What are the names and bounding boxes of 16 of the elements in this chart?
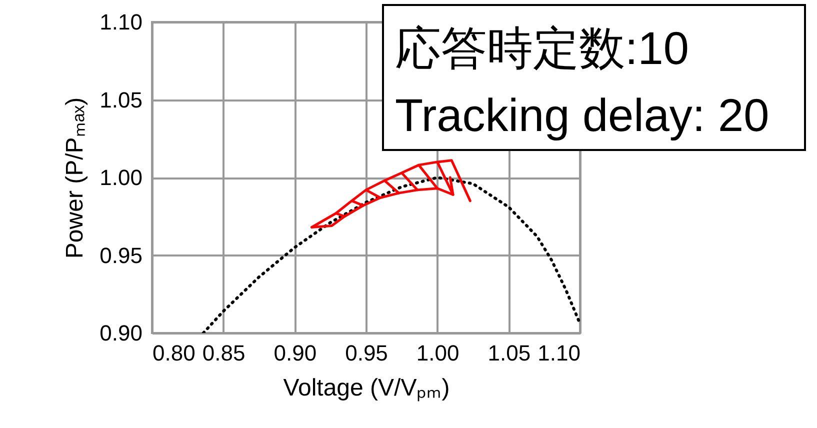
annotation: 応答時定数:10 [395, 22, 689, 74]
x-tick-label: 0.95 [345, 340, 388, 366]
x-tick-label: 1.10 [538, 340, 580, 366]
y-tick-label: 1.00 [100, 165, 142, 190]
y-tick-label: 1.10 [100, 10, 142, 34]
y-tick-label: 0.90 [100, 320, 142, 346]
x-tick-label: 0.85 [202, 340, 246, 366]
x-tick-label: 0.90 [274, 340, 317, 366]
annotation: Tracking delay: 20 [395, 89, 770, 141]
y-tick-label: 1.05 [100, 87, 142, 112]
x-tick-label: 1.00 [416, 340, 460, 366]
y-axis-title: Power (P/Pₘₐₓ) [62, 97, 89, 259]
y-tick-label: 0.95 [100, 242, 142, 268]
x-axis-title: Voltage (V/Vₚₘ) [283, 374, 450, 402]
x-tick-label: 1.05 [488, 340, 531, 366]
x-tick-label: 0.80 [152, 340, 196, 366]
